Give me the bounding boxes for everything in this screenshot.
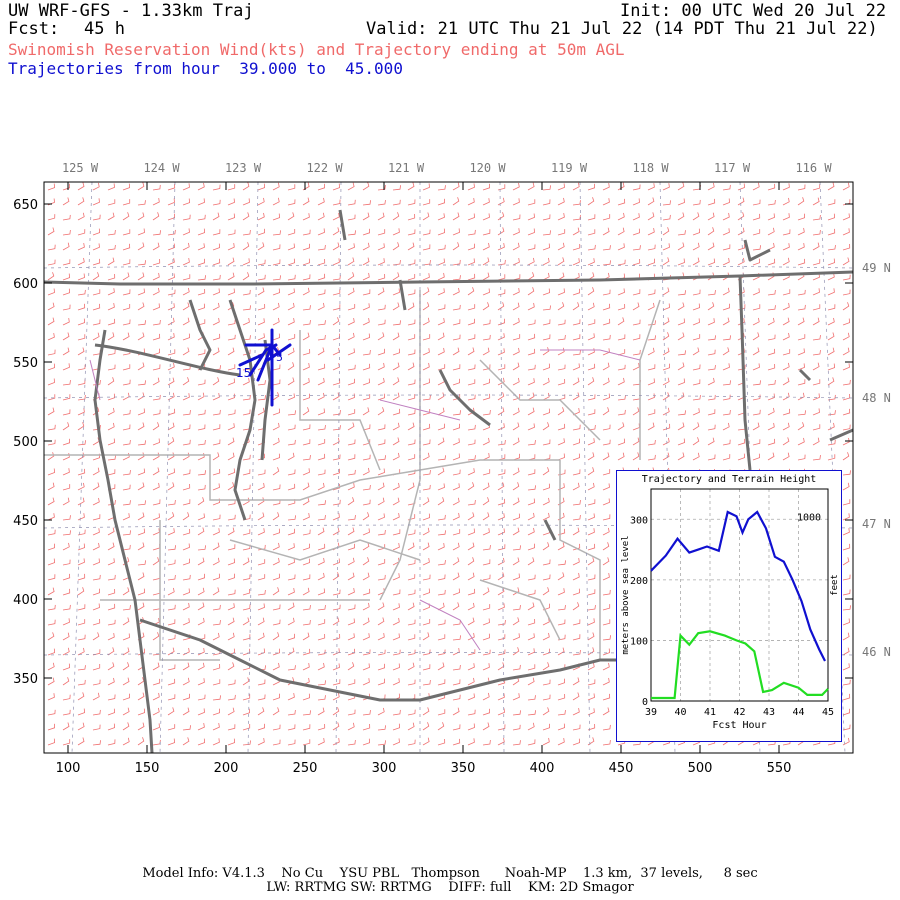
inset-y-tick-label: 200: [630, 576, 648, 587]
latitude-label: 47 N: [862, 517, 891, 531]
trajectory-label-15: 15: [236, 366, 251, 380]
y-axis-tick-label: 400: [13, 593, 38, 608]
longitude-label: 123 W: [225, 161, 262, 175]
county-borders: [44, 290, 661, 661]
longitude-label: 122 W: [306, 161, 343, 175]
inset-x-tick-label: 42: [733, 707, 745, 718]
y-axis-tick-label: 550: [13, 356, 38, 371]
rivers: [89, 349, 641, 651]
inset-y-tick-label: 300: [630, 515, 648, 526]
trajectory-range: Trajectories from hour 39.000 to 45.000: [8, 59, 403, 78]
longitude-label: 125 W: [62, 161, 99, 175]
inset-y-tick-label: 100: [630, 636, 648, 647]
trajectory-chart: 39 40 41 42 43 44 45 0 100 200 300 1000 Fcst Hour met…: [621, 488, 840, 731]
valid-time: Valid: 21 UTC Thu 21 Jul 22 (14 PDT Thu …: [366, 19, 878, 39]
model-info: Model Info: V4.1.3 No Cu YSU PBL Thompso…: [142, 866, 758, 881]
inset-x-tick-label: 43: [763, 707, 775, 718]
x-axis-tick-label: 300: [372, 761, 397, 776]
longitude-label: 118 W: [632, 161, 669, 175]
x-axis-tick-label: 200: [214, 761, 239, 776]
x-axis-tick-label: 350: [451, 761, 476, 776]
latitude-label: 46 N: [862, 645, 891, 659]
inset-right-tick-label: 1000: [797, 512, 821, 523]
trajectory-paths: [238, 328, 292, 407]
x-axis-tick-label: 500: [688, 761, 713, 776]
x-axis-tick-label: 400: [530, 761, 555, 776]
terrain-height-line: [651, 630, 829, 700]
trajectory-label-5: 5: [276, 351, 283, 364]
model-title: UW WRF-GFS - 1.33km Traj: [8, 1, 254, 21]
coastline: [44, 209, 853, 753]
y-axis-tick-label: 500: [13, 435, 38, 450]
longitude-label: 117 W: [714, 161, 751, 175]
inset-x-tick-label: 41: [704, 707, 716, 718]
inset-y-tick-label: 0: [642, 697, 648, 708]
y-axis-tick-label: 450: [13, 514, 38, 529]
inset-x-axis-title: Fcst Hour: [712, 720, 766, 731]
latitude-label: 49 N: [862, 261, 891, 275]
inset-x-tick-label: 45: [822, 707, 834, 718]
y-axis-tick-label: 650: [13, 198, 38, 213]
longitude-label: 116 W: [795, 161, 832, 175]
longitude-label: 120 W: [469, 161, 506, 175]
x-axis-tick-label: 150: [135, 761, 160, 776]
trajectory-inset-panel: Trajectory and Terrain Height 39 40 41 42 43…: [616, 470, 842, 742]
forecast-label: Fcst:: [8, 19, 60, 39]
y-axis-tick-label: 600: [13, 277, 38, 292]
inset-x-tick-label: 40: [674, 707, 686, 718]
y-axis-tick-label: 350: [13, 672, 38, 687]
longitude-label: 119 W: [551, 161, 588, 175]
trajectory-height-line: [650, 510, 826, 662]
inset-title: Trajectory and Terrain Height: [641, 474, 817, 485]
physics-info: LW: RRTMG SW: RRTMG DIFF: full KM: 2D Sm…: [266, 880, 634, 895]
x-axis-tick-label: 450: [609, 761, 634, 776]
map-subtitle: Swinomish Reservation Wind(kts) and Traj…: [8, 40, 625, 59]
latitude-label: 48 N: [862, 391, 891, 405]
inset-right-axis-title: feet: [830, 574, 840, 596]
x-axis-tick-label: 100: [56, 761, 81, 776]
forecast-hour: 45 h: [84, 19, 125, 39]
init-time: Init: 00 UTC Wed 20 Jul 22: [620, 1, 887, 21]
inset-x-tick-label: 39: [645, 707, 657, 718]
longitude-label: 124 W: [143, 161, 180, 175]
x-axis-tick-label: 550: [767, 761, 792, 776]
x-axis-tick-label: 250: [293, 761, 318, 776]
inset-x-tick-label: 44: [792, 707, 804, 718]
inset-y-axis-title: meters above sea level: [621, 535, 631, 654]
longitude-label: 121 W: [388, 161, 425, 175]
